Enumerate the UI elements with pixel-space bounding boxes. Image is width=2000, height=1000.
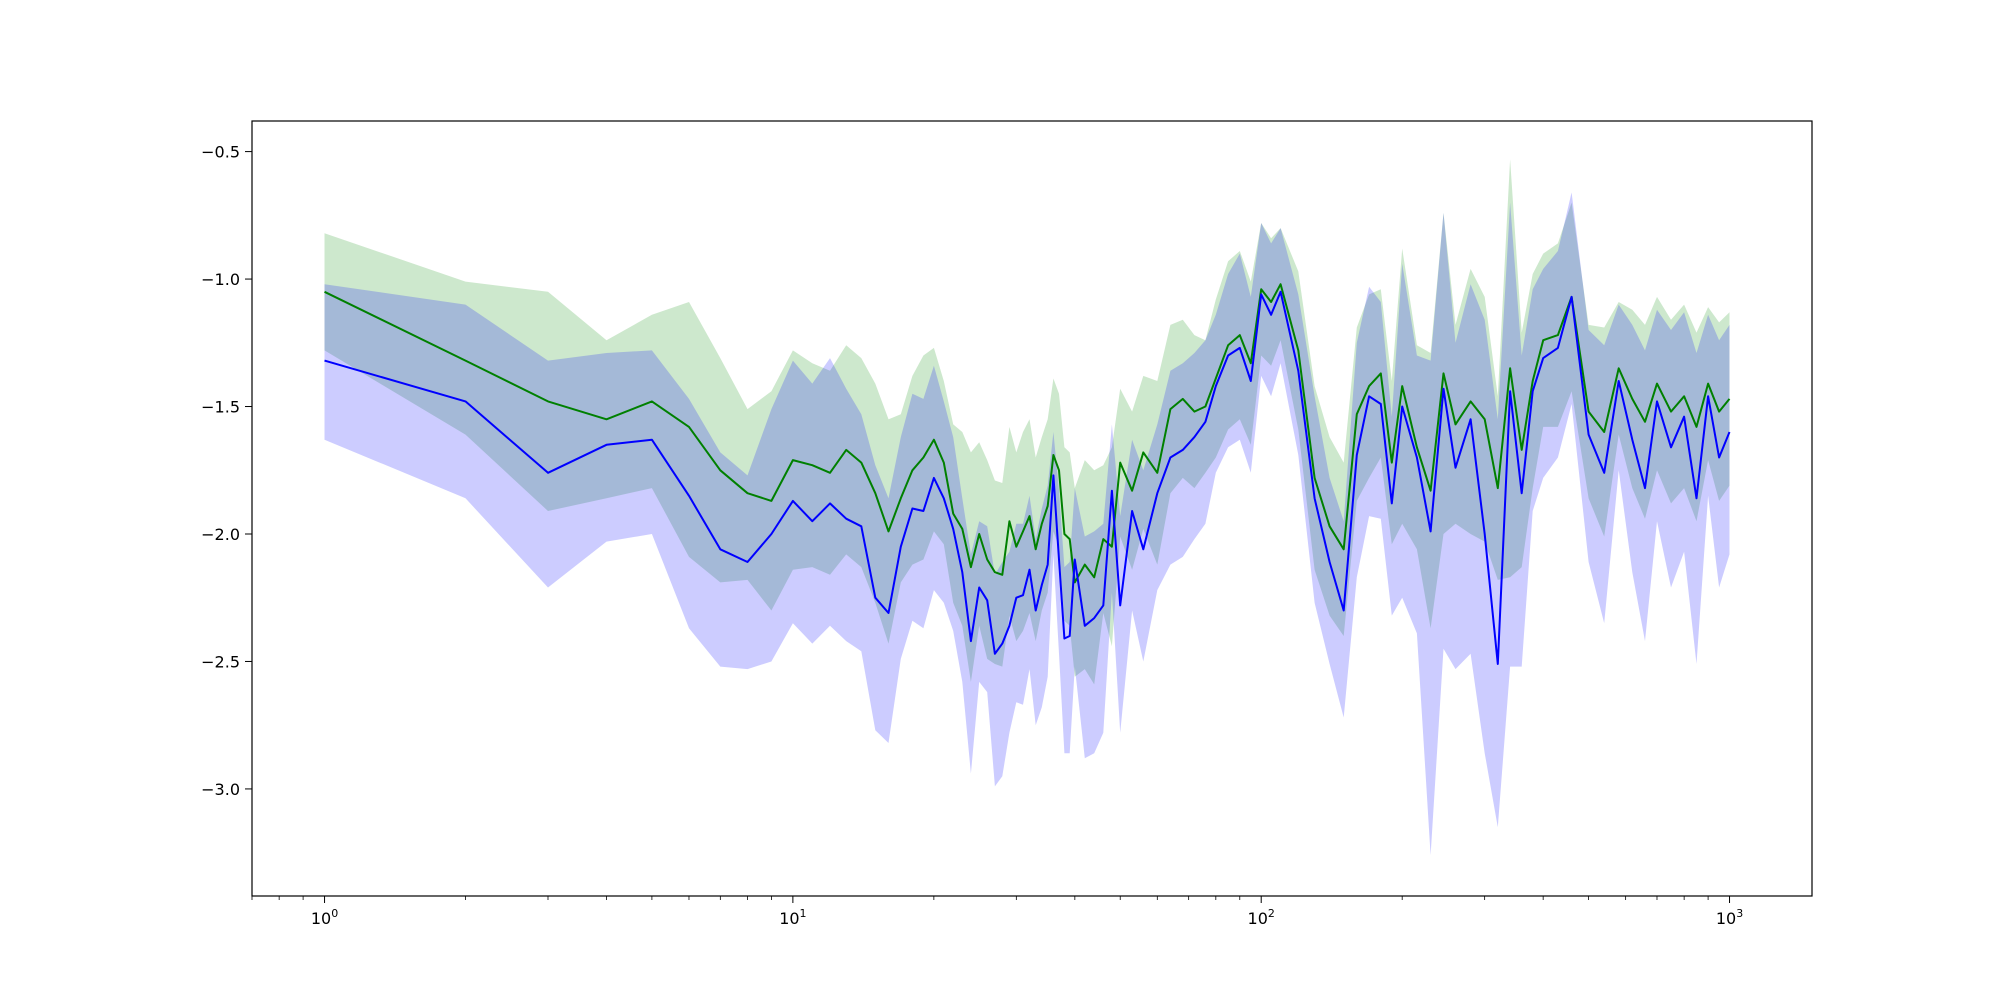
x-tick-label: 102 (1248, 907, 1275, 928)
x-tick-label: 103 (1716, 907, 1743, 928)
y-tick-label: −2.0 (201, 525, 240, 544)
y-axis: −0.5 −1.0 −1.5 −2.0 −2.5 −3.0 (201, 143, 252, 799)
y-tick-label: −1.0 (201, 270, 240, 289)
x-tick-label: 100 (311, 907, 338, 928)
y-tick-label: −0.5 (201, 143, 240, 162)
x-axis: 100 101 102 103 (251, 896, 1743, 928)
y-tick-label: −3.0 (201, 780, 240, 799)
series-1-band (324, 159, 1730, 685)
series-2-line (324, 290, 1731, 665)
series-lines (324, 283, 1731, 665)
x-tick-label: 101 (779, 907, 806, 928)
series-1-line (324, 283, 1731, 584)
confidence-bands (324, 159, 1730, 856)
y-tick-label: −2.5 (201, 652, 240, 671)
y-tick-label: −1.5 (201, 398, 240, 417)
plot-frame (251, 120, 1813, 897)
